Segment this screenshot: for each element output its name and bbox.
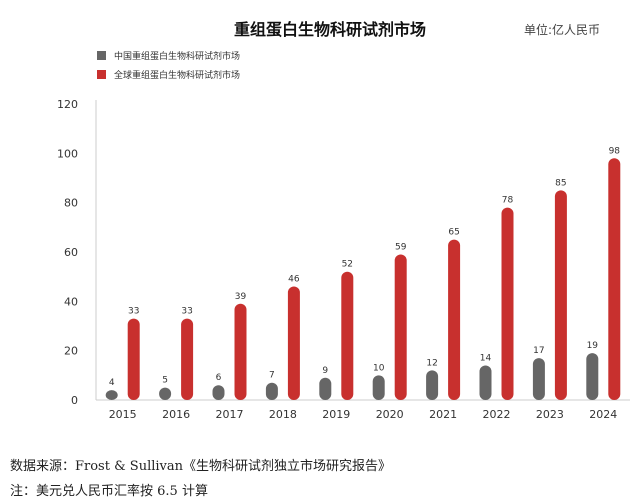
y-tick-label: 0	[71, 394, 78, 407]
data-label: 12	[426, 358, 437, 368]
bar-global	[608, 158, 621, 400]
bar-china	[105, 390, 118, 400]
data-label: 33	[181, 307, 192, 317]
bar-global	[394, 254, 407, 400]
x-tick-label: 2016	[162, 408, 190, 421]
bar-global	[234, 303, 247, 400]
legend-swatch-2	[97, 70, 106, 79]
unit-label: 单位:亿人民币	[524, 22, 600, 37]
data-label: 78	[502, 196, 514, 206]
bar-china	[319, 377, 332, 400]
bar-china	[426, 370, 439, 400]
bar-china	[532, 358, 545, 400]
bar-global	[448, 239, 461, 400]
bar-china	[586, 353, 599, 400]
y-tick-label: 120	[57, 98, 78, 111]
y-tick-label: 60	[64, 246, 78, 259]
source-note: 数据来源：Frost & Sullivan《生物科研试剂独立市场研究报告》	[10, 459, 392, 474]
data-label: 7	[269, 371, 275, 381]
legend-label-2: 全球重组蛋白生物科研试剂市场	[114, 69, 240, 81]
legend-swatch-1	[97, 51, 106, 60]
x-tick-label: 2021	[429, 408, 457, 421]
data-label: 85	[555, 178, 566, 188]
bar-global	[501, 207, 514, 400]
data-label: 39	[235, 292, 247, 302]
bar-china	[479, 365, 492, 400]
y-tick-label: 80	[64, 197, 78, 210]
bar-global	[181, 318, 194, 400]
x-tick-label: 2022	[483, 408, 511, 421]
y-tick-label: 100	[57, 147, 78, 160]
data-label: 33	[128, 307, 139, 317]
x-tick-label: 2019	[322, 408, 350, 421]
bar-global	[287, 286, 300, 400]
bar-global	[341, 271, 354, 400]
data-label: 65	[448, 228, 459, 238]
x-tick-label: 2018	[269, 408, 297, 421]
data-label: 19	[587, 341, 599, 351]
bar-china	[372, 375, 385, 400]
data-label: 52	[342, 260, 353, 270]
data-label: 9	[322, 366, 328, 376]
y-tick-label: 20	[64, 345, 78, 358]
data-label: 14	[480, 353, 492, 363]
x-tick-label: 2020	[376, 408, 404, 421]
bar-chart: 重组蛋白生物科研试剂市场 单位:亿人民币中国重组蛋白生物科研试剂市场全球重组蛋白生…	[57, 20, 630, 421]
bar-global	[127, 318, 140, 400]
data-label: 5	[162, 376, 168, 386]
legend-label-1: 中国重组蛋白生物科研试剂市场	[114, 50, 240, 62]
data-label: 98	[609, 146, 621, 156]
exchange-rate-note: 注：美元兑人民币汇率按 6.5 计算	[10, 484, 208, 499]
data-label: 46	[288, 275, 300, 285]
bar-global	[554, 190, 567, 400]
bar-china	[265, 382, 278, 400]
data-label: 10	[373, 363, 385, 373]
y-tick-label: 40	[64, 295, 78, 308]
data-label: 6	[216, 373, 222, 383]
x-tick-label: 2015	[109, 408, 137, 421]
data-label: 4	[109, 378, 115, 388]
data-label: 17	[533, 346, 544, 356]
x-tick-label: 2023	[536, 408, 564, 421]
bar-china	[159, 387, 172, 400]
x-tick-label: 2024	[589, 408, 617, 421]
bar-china	[212, 385, 225, 400]
data-label: 59	[395, 242, 407, 252]
x-tick-label: 2017	[216, 408, 244, 421]
chart-title: 重组蛋白生物科研试剂市场	[234, 20, 426, 39]
